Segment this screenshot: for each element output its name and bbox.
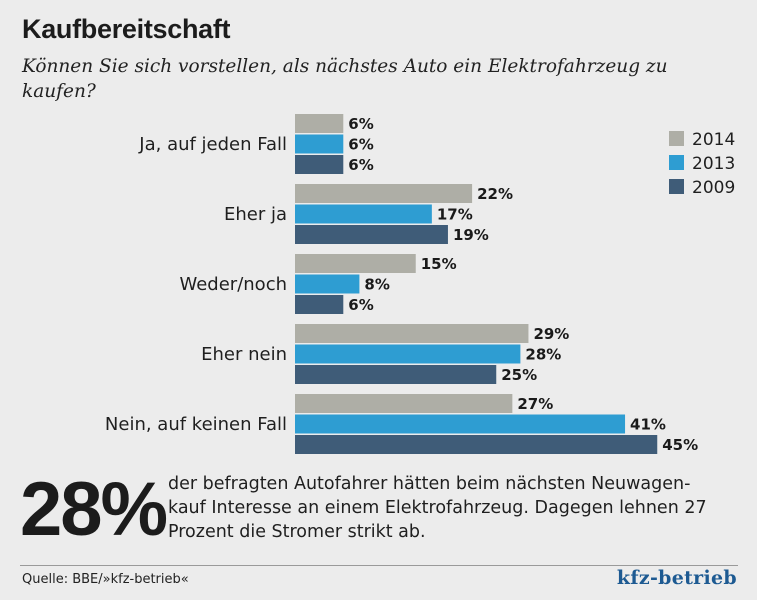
- bar-value-label: 6%: [348, 115, 373, 133]
- bar-value-label: 6%: [348, 296, 373, 314]
- legend-label: 2014: [692, 130, 735, 150]
- bar-value-label: 6%: [348, 136, 373, 154]
- bar-value-label: 25%: [501, 366, 537, 384]
- bar-value-label: 41%: [630, 416, 666, 434]
- bar-value-label: 45%: [662, 436, 698, 454]
- bar-2014-0: [295, 114, 344, 133]
- bars-layer: Ja, auf jeden Fall 6% 6% 6% Eher ja 22%17% 19%…: [105, 114, 698, 454]
- bar-2009-3: [295, 365, 497, 384]
- bar-value-label: 28%: [525, 346, 561, 364]
- bar-2014-2: [295, 254, 416, 273]
- footer-divider: [20, 565, 738, 566]
- legend-label: 2009: [692, 178, 735, 198]
- bar-value-label: 27%: [517, 395, 553, 413]
- category-label: Ja, auf jeden Fall: [138, 134, 287, 155]
- bar-value-label: 22%: [477, 185, 513, 203]
- bar-2013-0: [295, 134, 344, 154]
- legend-label: 2013: [692, 154, 735, 174]
- summary-text: der befragten Autofahrer hätten beim näc…: [168, 474, 707, 542]
- bar-2013-4: [295, 414, 626, 434]
- bar-2009-1: [295, 225, 448, 244]
- bar-2009-0: [295, 155, 344, 174]
- category-label: Eher ja: [224, 204, 287, 225]
- bar-value-label: 6%: [348, 156, 373, 174]
- chart-subtitle: Können Sie sich vorstellen, als nächstes…: [22, 56, 668, 102]
- bar-value-label: 17%: [437, 206, 473, 224]
- category-label: Weder/noch: [179, 274, 287, 295]
- legend-swatch-2009: [669, 179, 684, 194]
- publisher-logo: kfz-betrieb: [616, 567, 737, 589]
- source-note: Quelle: BBE/»kfz-betrieb«: [22, 572, 189, 587]
- legend-swatch-2013: [669, 155, 684, 170]
- category-label: Nein, auf keinen Fall: [105, 414, 287, 435]
- bar-2009-2: [295, 295, 344, 314]
- bar-2014-3: [295, 324, 529, 343]
- bar-2014-4: [295, 394, 513, 413]
- legend-swatch-2014: [669, 131, 684, 146]
- bar-value-label: 8%: [364, 276, 389, 294]
- bar-value-label: 29%: [533, 325, 569, 343]
- bar-2013-1: [295, 204, 432, 224]
- legend: 2014 2013 2009: [669, 130, 735, 198]
- chart-title: Kaufbereitschaft: [22, 14, 231, 44]
- bar-2013-3: [295, 344, 521, 364]
- bar-value-label: 15%: [421, 255, 457, 273]
- bar-2009-4: [295, 435, 658, 454]
- bar-2014-1: [295, 184, 473, 203]
- bar-chart: Ja, auf jeden Fall 6% 6% 6% Eher ja 22%17% 19%…: [105, 114, 735, 454]
- category-label: Eher nein: [201, 344, 287, 365]
- bar-value-label: 19%: [453, 226, 489, 244]
- big-number: 28%: [20, 467, 168, 552]
- bar-2013-2: [295, 274, 360, 294]
